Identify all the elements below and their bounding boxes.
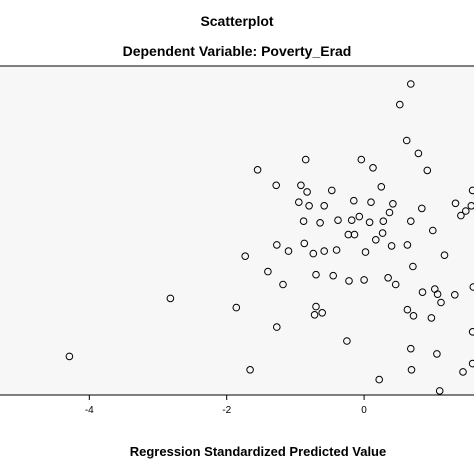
data-point bbox=[467, 202, 474, 210]
x-axis-ticks: -4 -2 0 bbox=[85, 395, 367, 416]
data-point bbox=[343, 337, 351, 345]
data-point bbox=[329, 271, 338, 280]
data-point bbox=[334, 216, 342, 224]
data-point bbox=[347, 216, 356, 224]
data-point bbox=[433, 290, 442, 299]
data-point bbox=[451, 199, 460, 208]
data-point bbox=[273, 241, 281, 249]
data-point bbox=[367, 198, 375, 206]
data-point bbox=[273, 323, 281, 331]
data-point bbox=[372, 236, 380, 244]
data-point bbox=[305, 202, 313, 210]
data-point bbox=[297, 181, 305, 190]
data-point bbox=[469, 283, 474, 291]
data-point bbox=[457, 211, 465, 220]
data-point bbox=[365, 218, 374, 227]
data-point bbox=[318, 309, 327, 317]
data-point bbox=[402, 136, 411, 145]
data-point bbox=[407, 366, 416, 374]
data-point bbox=[418, 288, 427, 297]
data-point bbox=[316, 219, 324, 227]
data-point bbox=[320, 202, 329, 210]
data-point bbox=[246, 366, 254, 374]
data-point bbox=[440, 251, 449, 259]
data-point bbox=[384, 274, 392, 282]
data-point bbox=[407, 80, 415, 88]
data-point bbox=[357, 155, 366, 164]
data-point bbox=[328, 186, 336, 195]
data-point bbox=[350, 196, 358, 205]
data-point bbox=[309, 249, 318, 258]
data-point bbox=[409, 312, 418, 320]
data-point bbox=[350, 230, 359, 239]
data-point bbox=[468, 359, 474, 368]
data-point bbox=[377, 183, 386, 191]
data-point bbox=[389, 200, 397, 208]
data-point bbox=[418, 204, 426, 213]
data-point bbox=[360, 276, 368, 284]
data-point bbox=[332, 246, 341, 254]
plot-area bbox=[0, 65, 474, 396]
data-point bbox=[279, 280, 287, 289]
data-point bbox=[403, 305, 412, 314]
data-point bbox=[303, 188, 311, 196]
data-point bbox=[435, 387, 444, 395]
data-point bbox=[312, 302, 320, 311]
data-point bbox=[312, 270, 320, 279]
data-point bbox=[385, 208, 394, 217]
data-point bbox=[391, 280, 400, 289]
data-point bbox=[65, 352, 74, 361]
data-point bbox=[468, 186, 474, 195]
data-point bbox=[437, 298, 445, 307]
chart-subtitle: Dependent Variable: Poverty_Erad bbox=[123, 43, 352, 59]
data-point bbox=[320, 247, 329, 255]
data-point bbox=[429, 226, 437, 235]
data-point bbox=[423, 166, 432, 175]
x-axis-label: Regression Standardized Predicted Value bbox=[130, 444, 386, 459]
data-point bbox=[264, 267, 272, 276]
data-point bbox=[284, 247, 293, 255]
data-point bbox=[272, 181, 281, 190]
data-points bbox=[65, 80, 474, 395]
data-point bbox=[361, 248, 370, 256]
data-point bbox=[396, 100, 404, 109]
chart-title: Scatterplot bbox=[200, 13, 273, 29]
data-point bbox=[369, 164, 377, 172]
data-point bbox=[379, 217, 388, 225]
data-point bbox=[295, 198, 303, 206]
data-point bbox=[232, 303, 241, 312]
data-point bbox=[451, 291, 459, 299]
x-tick-label: -2 bbox=[222, 405, 231, 416]
data-point bbox=[301, 155, 310, 164]
data-point bbox=[345, 277, 353, 285]
data-point bbox=[300, 239, 309, 248]
data-point bbox=[355, 212, 364, 221]
data-point bbox=[387, 242, 396, 250]
data-point bbox=[253, 166, 262, 174]
data-point bbox=[459, 368, 467, 376]
data-point bbox=[310, 311, 319, 319]
data-point bbox=[462, 207, 470, 215]
data-point bbox=[433, 350, 441, 358]
x-tick-label: -4 bbox=[85, 405, 94, 416]
data-point bbox=[414, 149, 423, 158]
data-point bbox=[407, 217, 415, 225]
data-point bbox=[427, 314, 436, 322]
x-tick-label: 0 bbox=[361, 405, 367, 416]
data-point bbox=[468, 328, 474, 336]
data-point bbox=[409, 262, 417, 271]
data-point bbox=[375, 375, 384, 384]
data-point bbox=[403, 241, 412, 249]
data-point bbox=[378, 229, 387, 237]
data-point bbox=[299, 217, 308, 225]
data-point bbox=[166, 294, 175, 303]
data-point bbox=[407, 344, 415, 353]
data-point bbox=[241, 252, 249, 261]
